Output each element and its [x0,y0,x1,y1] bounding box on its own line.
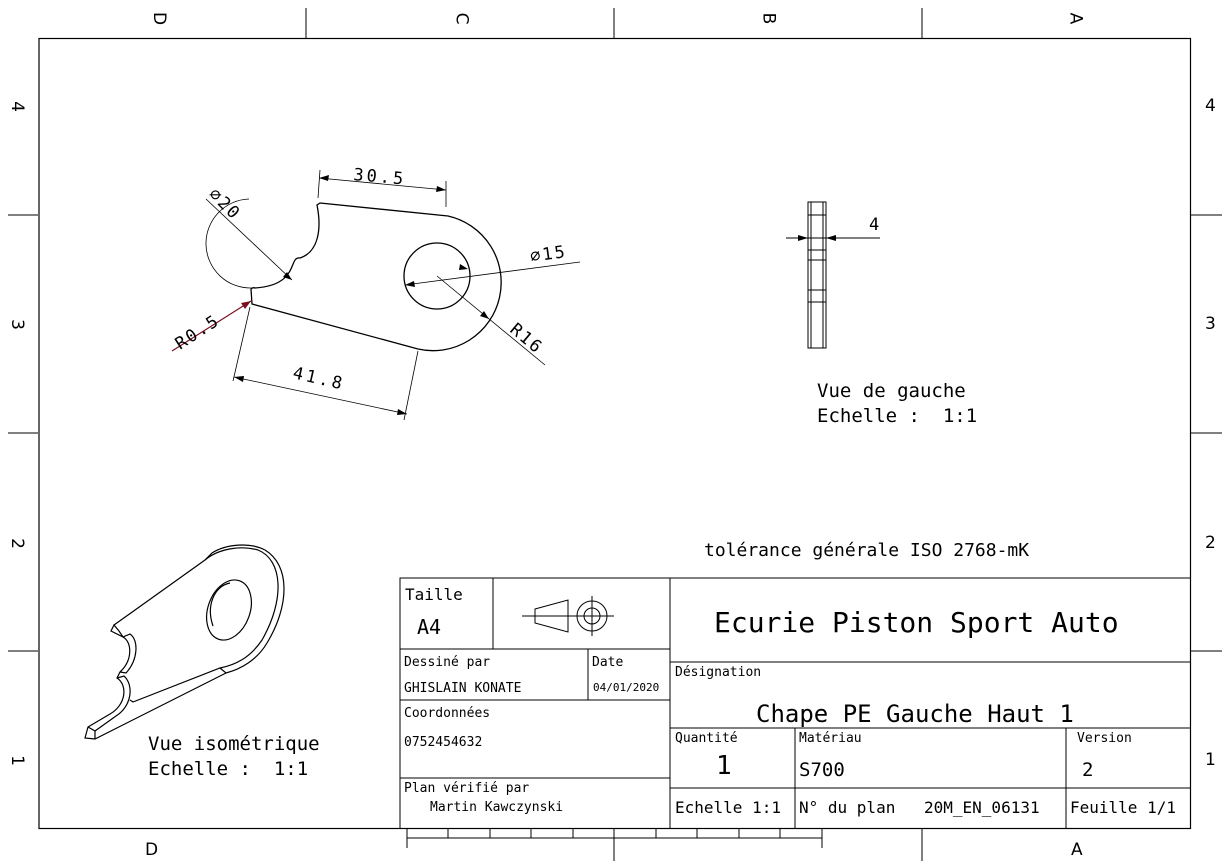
drawn-by-label: Dessiné par [404,655,491,670]
plan-number-label: N° du plan [799,798,896,817]
title-block-grid [399,577,1191,829]
notch-construction-arc [205,198,253,289]
zone-row-left-4: 4 [6,101,27,112]
front-view [250,202,502,352]
date-label: Date [592,655,624,670]
zone-row-right-1: 1 [1205,750,1216,770]
dim-outer-radius: R16 [506,320,547,359]
version-value: 2 [1082,759,1094,781]
tolerance-note: tolérance générale ISO 2768-mK [704,540,1030,561]
hole-circle [403,242,471,310]
zone-col-top-c: C [451,12,472,25]
iso-view-caption: Vue isométrique [148,733,320,755]
drawn-by-value: GHISLAIN KONATE [404,681,522,696]
zone-row-left-3: 3 [6,319,27,330]
zone-col-top-d: D [149,11,170,26]
designation-value: Chape PE Gauche Haut 1 [756,700,1074,728]
dim-width-top: 30.5 [353,165,407,190]
part-outline [250,202,502,352]
date-value: 04/01/2020 [593,681,660,694]
version-label: Version [1077,731,1132,746]
checked-by-label: Plan vérifié par [404,781,530,796]
material-value: S700 [799,759,845,781]
quantity-label: Quantité [675,731,738,746]
iso-view-scale: Echelle : 1:1 [148,758,309,780]
zone-col-top-b: B [758,12,779,25]
scale-value: Echelle 1:1 [675,798,781,817]
dim-thickness: 4 [869,215,879,235]
zone-col-top-a: A [1065,12,1086,25]
projection-symbol-icon [522,596,614,636]
dimension-texts: 30.5 ⌀20 ⌀15 R0.5 R16 41.8 [172,165,568,395]
dim-width-bottom: 41.8 [291,363,347,394]
sheet-number: Feuille 1/1 [1070,798,1176,817]
designation-label: Désignation [675,665,762,680]
zone-row-left-1: 1 [6,755,27,766]
arrowheads [234,175,489,415]
iso-view [84,544,285,740]
zone-row-right-2: 2 [1205,533,1216,553]
fillet-arrow [241,301,251,309]
dim-fillet: R0.5 [172,311,224,354]
zone-row-right-4: 4 [1205,96,1216,116]
quantity-value: 1 [716,751,732,781]
company-name: Ecurie Piston Sport Auto [714,606,1119,639]
material-label: Matériau [799,731,862,746]
plan-number-value: 20M_EN_06131 [924,798,1040,817]
contact-value: 0752454632 [404,735,483,750]
left-view [786,201,880,349]
zone-row-left-2: 2 [6,538,27,549]
dim-hole-diameter: ⌀15 [529,242,568,267]
contact-label: Coordonnées [404,706,491,721]
zone-row-right-3: 3 [1205,314,1216,334]
fillet-leader [171,300,252,352]
checked-by-value: Martin Kawczynski [430,800,564,815]
zone-col-bottom-d: D [145,840,159,860]
dim-notch-diameter: ⌀20 [204,184,244,224]
left-view-scale: Echelle : 1:1 [817,405,978,427]
left-view-caption: Vue de gauche [817,380,966,402]
zone-col-bottom-a: A [1071,840,1083,860]
size-value: A4 [417,615,442,639]
dimension-lines [205,169,581,421]
scale-bar [406,829,823,848]
left-view-arrows [798,235,836,241]
size-label: Taille [405,585,463,604]
